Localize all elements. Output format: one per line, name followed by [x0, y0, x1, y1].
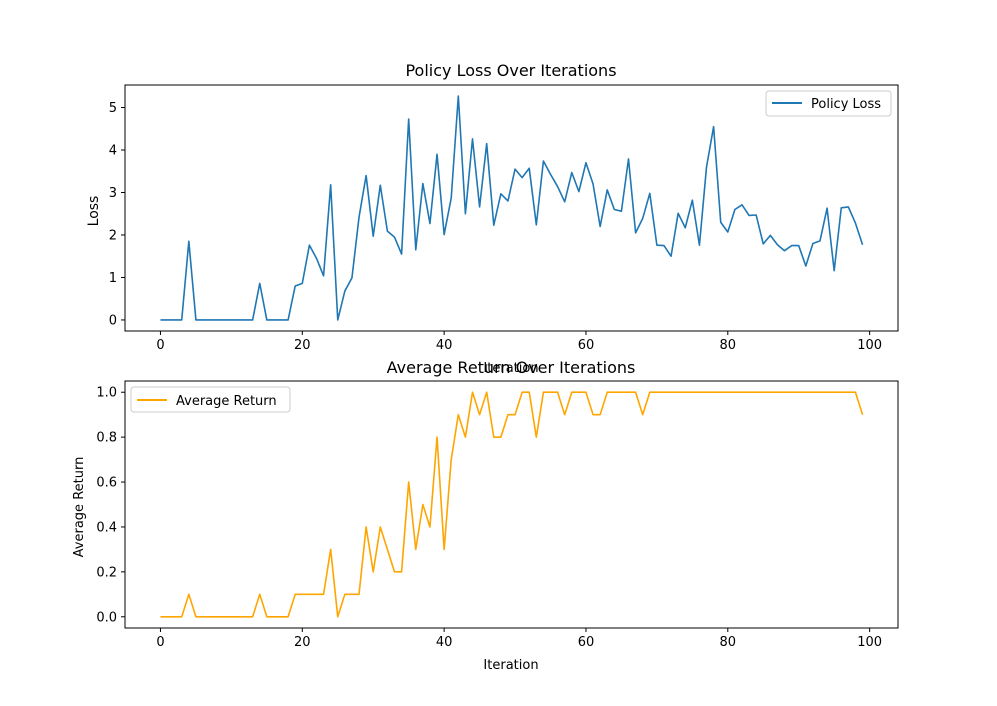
policy-loss-legend: Policy Loss — [765, 90, 892, 117]
average-return-y-ticks: 0.0 0.2 0.4 0.6 0.8 1.0 — [96, 386, 125, 625]
policy-loss-x-axis-label: Iteration — [483, 361, 538, 376]
average-return-x-tick-label: 100 — [857, 635, 882, 650]
average-return-plot-frame — [124, 380, 899, 629]
policy-loss-lines — [160, 95, 864, 321]
average-return-chart-title: Average Return Over Iterations — [387, 358, 636, 377]
policy-loss-y-ticks: 0 1 2 3 4 5 — [109, 101, 125, 328]
policy-loss-chart-title: Policy Loss Over Iterations — [405, 61, 616, 80]
average-return-chart: Average Return Over Iterations Average R… — [72, 358, 899, 673]
average-return-series-line — [160, 391, 864, 618]
policy-loss-x-tick-label: 0 — [156, 338, 164, 353]
policy-loss-x-tick-label: 60 — [578, 338, 595, 353]
average-return-y-tick-label: 0.6 — [96, 476, 117, 491]
policy-loss-plot-frame — [124, 84, 899, 332]
average-return-y-tick-label: 0.0 — [96, 610, 117, 625]
policy-loss-y-tick-label: 3 — [109, 186, 117, 201]
average-return-legend-box — [130, 386, 291, 413]
policy-loss-legend-box — [765, 90, 892, 117]
average-return-y-axis-label: Average Return — [72, 457, 87, 558]
average-return-legend: Average Return — [130, 386, 291, 413]
policy-loss-chart: Policy Loss Over Iterations Loss Iterati… — [86, 61, 899, 376]
policy-loss-x-tick-label: 40 — [436, 338, 453, 353]
average-return-lines — [160, 391, 864, 618]
policy-loss-y-tick-label: 4 — [109, 144, 117, 159]
average-return-x-axis-label: Iteration — [483, 658, 538, 673]
average-return-x-tick-label: 0 — [156, 635, 164, 650]
average-return-x-tick-label: 40 — [436, 635, 453, 650]
policy-loss-legend-label: Policy Loss — [811, 97, 881, 112]
policy-loss-y-axis-label: Loss — [86, 196, 102, 227]
policy-loss-y-tick-label: 0 — [109, 313, 117, 328]
average-return-x-ticks: 0 20 40 60 80 100 — [156, 628, 882, 650]
average-return-x-tick-label: 80 — [720, 635, 737, 650]
average-return-x-tick-label: 20 — [294, 635, 311, 650]
policy-loss-x-tick-label: 80 — [720, 338, 737, 353]
policy-loss-y-tick-label: 1 — [109, 271, 117, 286]
average-return-y-tick-label: 0.8 — [96, 431, 117, 446]
average-return-y-tick-label: 0.2 — [96, 565, 117, 580]
average-return-x-tick-label: 60 — [578, 635, 595, 650]
policy-loss-y-tick-label: 5 — [109, 101, 117, 116]
policy-loss-series-line — [160, 95, 864, 321]
average-return-y-tick-label: 1.0 — [96, 386, 117, 401]
policy-loss-x-tick-label: 100 — [857, 338, 882, 353]
policy-loss-x-tick-label: 20 — [294, 338, 311, 353]
policy-loss-x-ticks: 0 20 40 60 80 100 — [156, 331, 882, 353]
policy-loss-y-tick-label: 2 — [109, 228, 117, 243]
average-return-y-tick-label: 0.4 — [96, 520, 117, 535]
average-return-legend-label: Average Return — [176, 394, 277, 409]
